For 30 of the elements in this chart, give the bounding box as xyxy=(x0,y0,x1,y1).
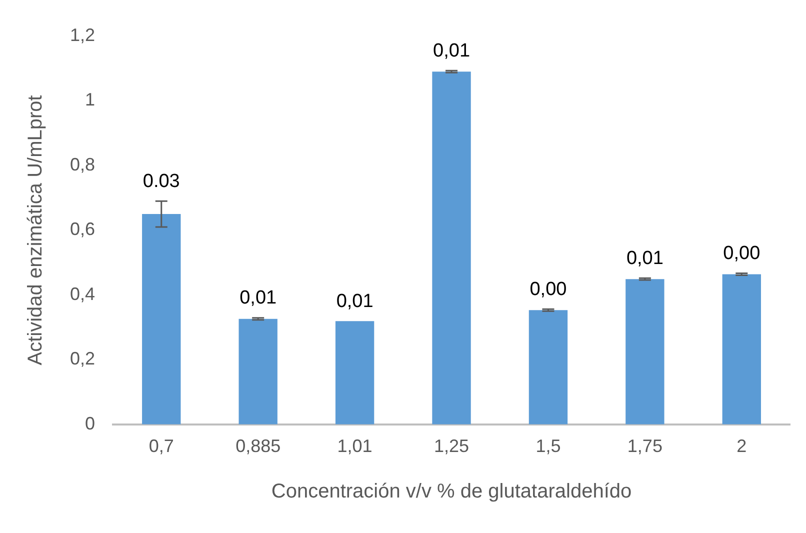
bar xyxy=(335,321,374,424)
bar xyxy=(722,274,761,424)
y-axis-title: Actividad enzimática U/mLprot xyxy=(24,94,47,366)
bar xyxy=(626,279,664,424)
y-tick-label: 1 xyxy=(85,90,96,110)
bar xyxy=(238,318,278,424)
y-tick-label: 0,8 xyxy=(70,154,96,174)
annotation: 0.03 xyxy=(142,170,180,192)
bar xyxy=(528,310,568,424)
annotation: 0,01 xyxy=(240,288,277,309)
annotation: 0,01 xyxy=(336,290,374,312)
y-tick-label: 1,2 xyxy=(70,24,96,45)
annotation: 0,00 xyxy=(530,278,567,300)
annotation: 0,01 xyxy=(626,248,664,269)
x-tick-label: 2 xyxy=(736,436,747,456)
bar xyxy=(142,214,181,424)
y-tick-label: 0,2 xyxy=(70,348,96,369)
annotation: 0,00 xyxy=(723,242,760,264)
annotation: 0,01 xyxy=(433,40,470,62)
x-tick-label: 1,5 xyxy=(536,436,561,456)
y-tick-label: 0,4 xyxy=(70,284,96,304)
x-tick-label: 0,7 xyxy=(148,436,174,456)
x-tick-label: 1,01 xyxy=(337,436,372,456)
y-tick-label: 0,6 xyxy=(70,219,96,240)
x-tick-label: 0,885 xyxy=(236,436,281,456)
y-tick-label: 0 xyxy=(85,413,96,434)
bar xyxy=(432,72,471,424)
x-tick-label: 1,25 xyxy=(434,436,470,456)
x-axis-title: Concentración v/v % de glutataraldehído xyxy=(271,480,632,503)
x-tick-label: 1,75 xyxy=(627,436,662,456)
